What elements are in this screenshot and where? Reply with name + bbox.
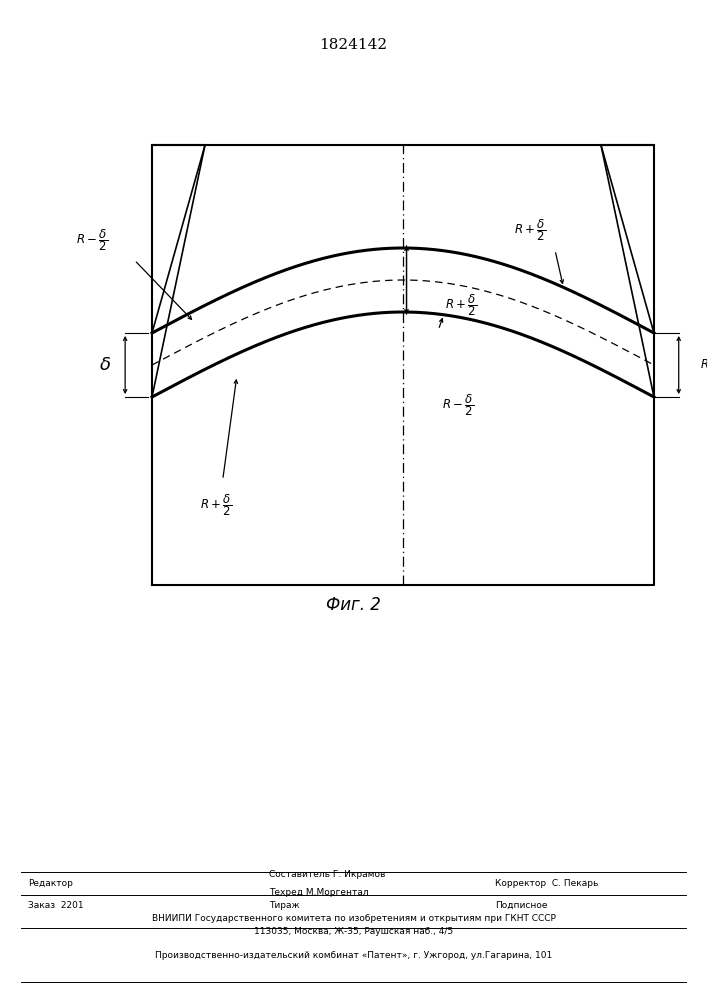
Text: ВНИИПИ Государственного комитета по изобретениям и открытиям при ГКНТ СССР: ВНИИПИ Государственного комитета по изоб… bbox=[151, 914, 556, 923]
Text: 113035, Москва, Ж-35, Раушская наб., 4/5: 113035, Москва, Ж-35, Раушская наб., 4/5 bbox=[254, 927, 453, 936]
Text: Составитель Г. Икрамов: Составитель Г. Икрамов bbox=[269, 870, 385, 879]
Text: $\delta$: $\delta$ bbox=[99, 356, 112, 374]
Text: $R-\dfrac{\delta}{2}$: $R-\dfrac{\delta}{2}$ bbox=[76, 227, 108, 253]
Text: $R+\dfrac{\delta}{2}$: $R+\dfrac{\delta}{2}$ bbox=[514, 217, 547, 243]
Text: $R+\dfrac{\delta}{2}$: $R+\dfrac{\delta}{2}$ bbox=[445, 292, 477, 318]
Text: Редактор: Редактор bbox=[28, 879, 73, 888]
Text: Производственно-издательский комбинат «Патент», г. Ужгород, ул.Гагарина, 101: Производственно-издательский комбинат «П… bbox=[155, 950, 552, 960]
Text: $R+\dfrac{\delta}{2}$: $R+\dfrac{\delta}{2}$ bbox=[199, 492, 232, 518]
Text: Техред М.Моргентал: Техред М.Моргентал bbox=[269, 888, 368, 897]
Text: $R-\dfrac{\delta}{2}$: $R-\dfrac{\delta}{2}$ bbox=[700, 352, 707, 378]
Text: 1824142: 1824142 bbox=[320, 38, 387, 52]
Text: Тираж: Тираж bbox=[269, 901, 299, 910]
Text: Заказ  2201: Заказ 2201 bbox=[28, 901, 84, 910]
Text: Корректор  С. Пекарь: Корректор С. Пекарь bbox=[495, 879, 598, 888]
Text: $R-\dfrac{\delta}{2}$: $R-\dfrac{\delta}{2}$ bbox=[442, 392, 474, 418]
Text: Фиг. 2: Фиг. 2 bbox=[326, 596, 381, 614]
Text: Подписное: Подписное bbox=[495, 901, 547, 910]
